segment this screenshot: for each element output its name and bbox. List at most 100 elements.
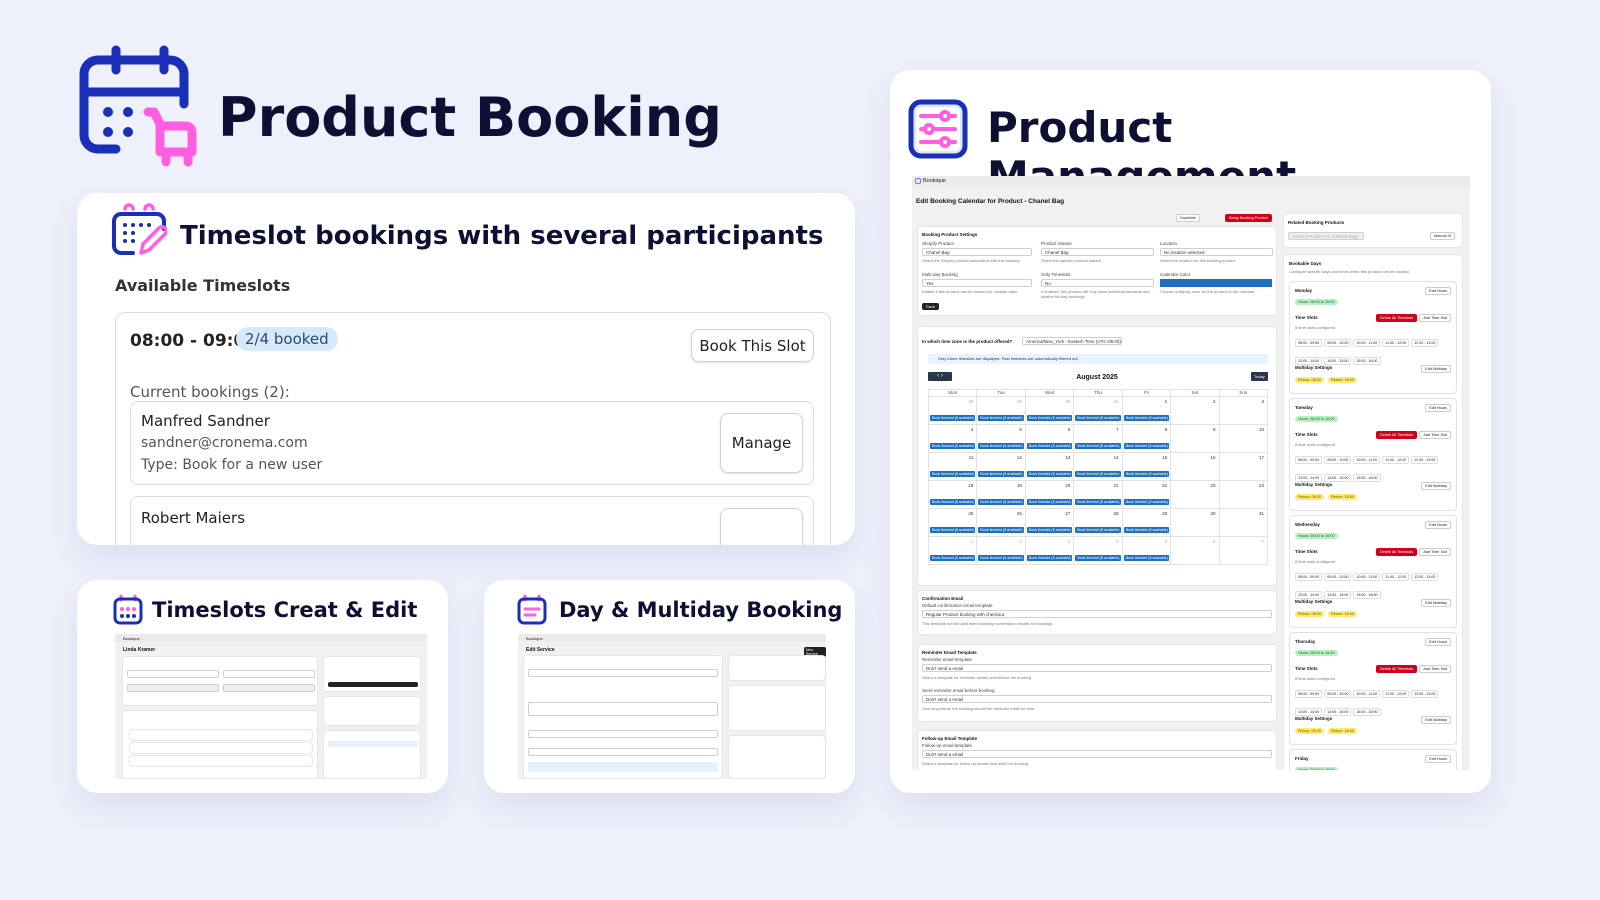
time-slot-chip[interactable]: 08:00 - 09:00 bbox=[1295, 339, 1323, 347]
shopify-product-select[interactable]: Chanel Bag bbox=[922, 248, 1032, 256]
book-timeslot-chip[interactable]: Book timeslot (8 available) bbox=[978, 527, 1024, 533]
calendar-day[interactable]: 14 Book timeslot (8 available) bbox=[1073, 452, 1123, 481]
book-timeslot-chip[interactable]: Book timeslot (8 available) bbox=[930, 443, 976, 449]
edit-multiday-button[interactable]: Edit Multiday bbox=[1421, 599, 1451, 607]
edit-hours-button[interactable]: Edit Hours bbox=[1425, 755, 1451, 763]
time-slot-chip[interactable]: 15:00 - 16:00 bbox=[1353, 591, 1381, 599]
calendar-day[interactable]: 28 Book timeslot (8 available) bbox=[927, 396, 978, 425]
time-slot-chip[interactable]: 10:00 - 11:00 bbox=[1353, 573, 1381, 581]
edit-multiday-button[interactable]: Edit Multiday bbox=[1421, 716, 1451, 724]
duplicate-button[interactable]: Duplicate bbox=[1176, 214, 1200, 222]
time-slot-chip[interactable]: 14:00 - 15:00 bbox=[1324, 591, 1352, 599]
manage-button[interactable] bbox=[720, 508, 803, 545]
calendar-day[interactable]: 24 bbox=[1218, 480, 1269, 509]
calendar-day[interactable]: 12 Book timeslot (8 available) bbox=[976, 452, 1026, 481]
book-timeslot-chip[interactable]: Book timeslot (8 available) bbox=[1026, 471, 1073, 477]
calendar-day[interactable]: 16 bbox=[1170, 452, 1220, 481]
calendar-day[interactable]: 9 bbox=[1170, 424, 1220, 453]
book-timeslot-chip[interactable]: Book timeslot (8 available) bbox=[1123, 415, 1170, 421]
time-slot-chip[interactable]: 15:00 - 16:00 bbox=[1353, 708, 1381, 716]
calendar-day[interactable]: 25 Book timeslot (8 available) bbox=[927, 508, 978, 537]
confirmation-template-select[interactable]: Regular Product booking with checkout bbox=[922, 610, 1272, 618]
book-timeslot-chip[interactable]: Book timeslot (8 available) bbox=[930, 555, 976, 561]
time-slot-chip[interactable]: 10:00 - 11:00 bbox=[1353, 456, 1381, 464]
calendar-day[interactable]: 26 Book timeslot (8 available) bbox=[976, 508, 1026, 537]
calendar-day[interactable]: 17 bbox=[1218, 452, 1269, 481]
edit-hours-button[interactable]: Edit Hours bbox=[1425, 638, 1451, 646]
time-slot-chip[interactable]: 12:00 - 13:00 bbox=[1411, 456, 1439, 464]
edit-hours-button[interactable]: Edit Hours bbox=[1425, 287, 1451, 295]
calendar-day[interactable]: 7 Book timeslot (8 available) bbox=[1073, 424, 1123, 453]
time-slot-chip[interactable]: 10:00 - 11:00 bbox=[1353, 690, 1381, 698]
book-timeslot-chip[interactable]: Book timeslot (8 available) bbox=[1075, 499, 1121, 505]
calendar-day[interactable]: 27 Book timeslot (8 available) bbox=[1024, 508, 1075, 537]
location-select[interactable]: No location selected bbox=[1160, 248, 1273, 256]
calendar-day[interactable]: 31 Book timeslot (8 available) bbox=[1073, 396, 1123, 425]
calendar-day[interactable]: 30 Book timeslot (8 available) bbox=[1024, 396, 1075, 425]
calendar-day[interactable]: 19 Book timeslot (8 available) bbox=[976, 480, 1026, 509]
delete-all-timeslots-button[interactable]: Delete All Timeslots bbox=[1376, 665, 1418, 673]
book-timeslot-chip[interactable]: Book timeslot (8 available) bbox=[1123, 443, 1170, 449]
calendar-day[interactable]: 6 Book timeslot (8 available) bbox=[1024, 424, 1075, 453]
book-timeslot-chip[interactable]: Book timeslot (8 available) bbox=[1123, 527, 1170, 533]
calendar-day[interactable]: 29 Book timeslot (8 available) bbox=[976, 396, 1026, 425]
time-slot-chip[interactable]: 15:00 - 16:00 bbox=[1353, 357, 1381, 365]
time-slot-chip[interactable]: 12:00 - 13:00 bbox=[1411, 339, 1439, 347]
calendar-day[interactable]: 22 Book timeslot (8 available) bbox=[1121, 480, 1172, 509]
time-slot-chip[interactable]: 09:00 - 10:00 bbox=[1324, 456, 1352, 464]
multiday-select[interactable]: Yes bbox=[922, 279, 1032, 287]
calendar-day[interactable]: 2 Book timeslot (8 available) bbox=[976, 536, 1026, 565]
time-slot-chip[interactable]: 13:00 - 14:00 bbox=[1295, 474, 1323, 482]
book-timeslot-chip[interactable]: Book timeslot (8 available) bbox=[1075, 527, 1121, 533]
time-slot-chip[interactable]: 15:00 - 16:00 bbox=[1353, 474, 1381, 482]
book-timeslot-chip[interactable]: Book timeslot (8 available) bbox=[1026, 415, 1073, 421]
book-timeslot-chip[interactable]: Book timeslot (8 available) bbox=[1123, 555, 1170, 561]
calendar-day[interactable]: 20 Book timeslot (8 available) bbox=[1024, 480, 1075, 509]
calendar-day[interactable]: 13 Book timeslot (8 available) bbox=[1024, 452, 1075, 481]
time-slot-chip[interactable]: 13:00 - 14:00 bbox=[1295, 708, 1323, 716]
related-product-select[interactable]: Current Product #1 (Chanel Bag) bbox=[1288, 232, 1364, 240]
calendar-day[interactable]: 4 Book timeslot (8 available) bbox=[927, 424, 978, 453]
calendar-day[interactable]: 10 bbox=[1218, 424, 1269, 453]
book-timeslot-chip[interactable]: Book timeslot (8 available) bbox=[1026, 555, 1073, 561]
new-service-button[interactable]: New Service bbox=[804, 647, 826, 657]
setup-booking-button[interactable]: Setup Booking Product bbox=[1225, 214, 1272, 222]
time-slot-chip[interactable]: 12:00 - 13:00 bbox=[1411, 690, 1439, 698]
calendar-day[interactable]: 31 bbox=[1218, 508, 1269, 537]
followup-template-select[interactable]: Don't send a email bbox=[922, 750, 1272, 758]
edit-multiday-button[interactable]: Edit Multiday bbox=[1421, 365, 1451, 373]
book-timeslot-chip[interactable]: Book timeslot (8 available) bbox=[1123, 471, 1170, 477]
calendar-day[interactable]: 11 Book timeslot (8 available) bbox=[927, 452, 978, 481]
reminder-template-select[interactable]: Don't send a email bbox=[922, 664, 1272, 672]
book-timeslot-chip[interactable]: Book timeslot (8 available) bbox=[1075, 555, 1121, 561]
calendar-day[interactable]: 4 Book timeslot (8 available) bbox=[1073, 536, 1123, 565]
edit-hours-button[interactable]: Edit Hours bbox=[1425, 404, 1451, 412]
calendar-day[interactable]: 18 Book timeslot (8 available) bbox=[927, 480, 978, 509]
book-timeslot-chip[interactable]: Book timeslot (8 available) bbox=[1026, 527, 1073, 533]
book-timeslot-chip[interactable]: Book timeslot (8 available) bbox=[930, 527, 976, 533]
calendar-day[interactable]: 3 bbox=[1218, 396, 1269, 425]
reminder-timing-select[interactable]: Don't send a email bbox=[922, 695, 1272, 703]
book-timeslot-chip[interactable]: Book timeslot (8 available) bbox=[1123, 499, 1170, 505]
calendar-day[interactable]: 1 Book timeslot (8 available) bbox=[927, 536, 978, 565]
calendar-day[interactable]: 3 Book timeslot (8 available) bbox=[1024, 536, 1075, 565]
calendar-day[interactable]: 1 Book timeslot (8 available) bbox=[1121, 396, 1172, 425]
time-slot-chip[interactable]: 11:00 - 12:00 bbox=[1382, 339, 1410, 347]
add-time-slot-button[interactable]: Add Time Slot bbox=[1419, 548, 1451, 556]
calendar-day[interactable]: 5 Book timeslot (8 available) bbox=[976, 424, 1026, 453]
timezone-select[interactable]: America/New_York - Eastern Time (UTC-05:… bbox=[1022, 337, 1122, 345]
calendar-day[interactable]: 2 bbox=[1170, 396, 1220, 425]
time-slot-chip[interactable]: 11:00 - 12:00 bbox=[1382, 690, 1410, 698]
time-slot-chip[interactable]: 14:00 - 15:00 bbox=[1324, 357, 1352, 365]
save-button[interactable]: Save bbox=[922, 303, 940, 310]
edit-multiday-button[interactable]: Edit Multiday bbox=[1421, 482, 1451, 490]
book-timeslot-chip[interactable]: Book timeslot (8 available) bbox=[930, 471, 976, 477]
delete-all-timeslots-button[interactable]: Delete All Timeslots bbox=[1376, 548, 1418, 556]
calendar-day[interactable]: 21 Book timeslot (8 available) bbox=[1073, 480, 1123, 509]
book-timeslot-chip[interactable]: Book timeslot (8 available) bbox=[978, 443, 1024, 449]
today-button[interactable]: Today bbox=[1251, 372, 1268, 381]
month-nav-buttons[interactable]: ‹ › bbox=[928, 372, 952, 381]
only-timeslots-select[interactable]: No bbox=[1041, 279, 1154, 287]
calendar-day[interactable]: 28 Book timeslot (8 available) bbox=[1073, 508, 1123, 537]
time-slot-chip[interactable]: 08:00 - 09:00 bbox=[1295, 573, 1323, 581]
